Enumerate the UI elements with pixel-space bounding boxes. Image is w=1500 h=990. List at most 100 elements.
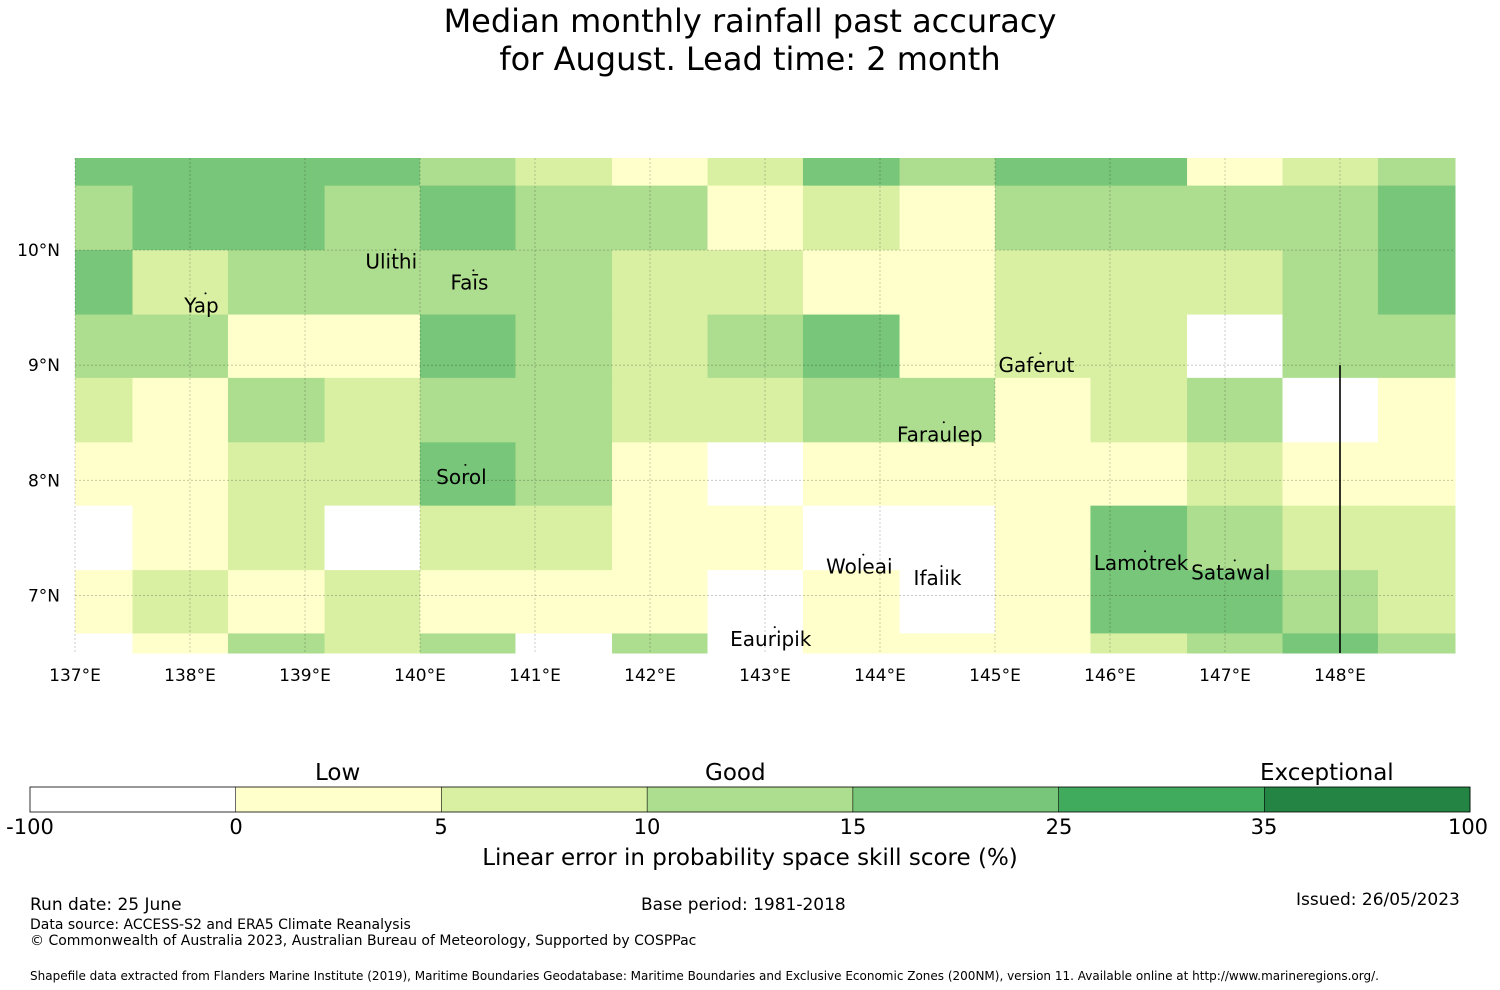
grid-cell [324,570,421,634]
map-title-line-2: for August. Lead time: 2 month [499,40,1001,78]
grid-cell [1090,158,1188,187]
grid-cell [324,314,421,379]
grid-cell [515,633,613,654]
lon-tick-label: 137°E [49,666,101,686]
grid-cell [899,442,996,507]
island-marker [942,421,945,424]
grid-cell [995,505,1091,571]
grid-cell [420,250,516,316]
grid-cell [802,633,901,654]
colorbar-label: Linear error in probability space skill … [482,845,1018,871]
grid-cell [802,442,901,507]
grid-cell [515,250,613,316]
colorbar-swatch [852,787,1060,812]
grid-cell [227,250,326,316]
grid-cell [1187,250,1283,316]
grid-cell [995,377,1091,443]
grid-cell [324,505,421,571]
grid-cell [75,185,133,251]
island-marker [472,269,475,272]
grid-cell [612,505,708,571]
lon-tick-label: 142°E [624,666,676,686]
colorbar-swatch [235,787,442,812]
grid-cell [802,158,901,187]
place-label: Sorol [436,465,487,489]
grid-cell [515,505,613,571]
data-source: Data source: ACCESS-S2 and ERA5 Climate … [30,917,411,933]
grid-cell [1187,633,1283,654]
grid-cell [324,185,421,251]
grid-cell [1282,250,1379,316]
place-label: Eauripik [730,627,812,651]
place-label: Ifalik [914,566,962,590]
colorbar [29,786,1471,813]
grid-cell [1090,442,1188,507]
grid-cell [227,377,326,443]
grid-cell [1187,570,1283,634]
grid-cell [420,158,516,187]
lon-tick-label: 141°E [509,666,561,686]
grid-cell [707,185,804,251]
colorbar-tick: 0 [229,815,243,839]
grid-cell [1282,158,1379,187]
grid-cell [420,633,516,654]
grid-cell [324,633,421,654]
grid-cell [75,570,133,634]
grid-cell [420,505,516,571]
lat-tick-label: 10°N [17,241,60,261]
island-marker [940,565,943,568]
grid-cell [75,314,133,379]
lon-tick-label: 138°E [164,666,216,686]
grid-cell [1282,314,1379,379]
colorbar-swatch [647,787,854,812]
grid-cell [132,377,229,443]
grid-cell [707,158,804,187]
grid-cell [324,442,421,507]
skill-grid [75,158,1456,654]
grid-cell [1090,377,1188,443]
grid-cell [612,250,708,316]
grid-cell [515,570,613,634]
grid-cell [1377,570,1456,634]
lon-tick-label: 145°E [969,666,1021,686]
lon-tick-label: 143°E [739,666,791,686]
grid-cell [1090,185,1188,251]
grid-cell [1282,185,1379,251]
colorbar-tick: 5 [434,815,448,839]
colorbar-tick: 25 [1045,815,1073,839]
place-labels: Ulithi Faīs Yap Gaferut Faraulep Sorol Lamotre… [183,248,1270,651]
grid-cell [515,314,613,379]
grid-cell [1090,570,1188,634]
grid-cell [324,377,421,443]
grid-cell [802,185,901,251]
grid-cell [132,250,229,316]
lon-tick-label: 147°E [1199,666,1251,686]
grid-cell [132,158,229,187]
grid-cell [324,158,421,187]
grid-cell [132,570,229,634]
grid-cell [1377,633,1456,654]
grid-cell [899,505,996,571]
colorbar-tick: -100 [6,815,54,839]
grid-cell [420,185,516,251]
lat-tick-label: 9°N [28,356,60,376]
lat-tick-label: 8°N [28,471,60,491]
place-label: Lamotrek [1094,551,1189,575]
grid-cell [612,570,708,634]
grid-cell [802,250,901,316]
place-label: Woleai [826,555,893,579]
grid-cell [612,185,708,251]
grid-cell [1282,633,1379,654]
grid-cell [1187,185,1283,251]
grid-cell [612,377,708,443]
grid-cell [802,505,901,571]
island-marker [394,248,397,251]
grid-cell [1282,442,1379,507]
colorbar-category-low: Low [315,760,361,786]
colorbar-tick: 35 [1250,815,1278,839]
grid-cell [995,158,1091,187]
grid-cell [227,185,326,251]
grid-cell [802,377,901,443]
grid-cell [132,185,229,251]
